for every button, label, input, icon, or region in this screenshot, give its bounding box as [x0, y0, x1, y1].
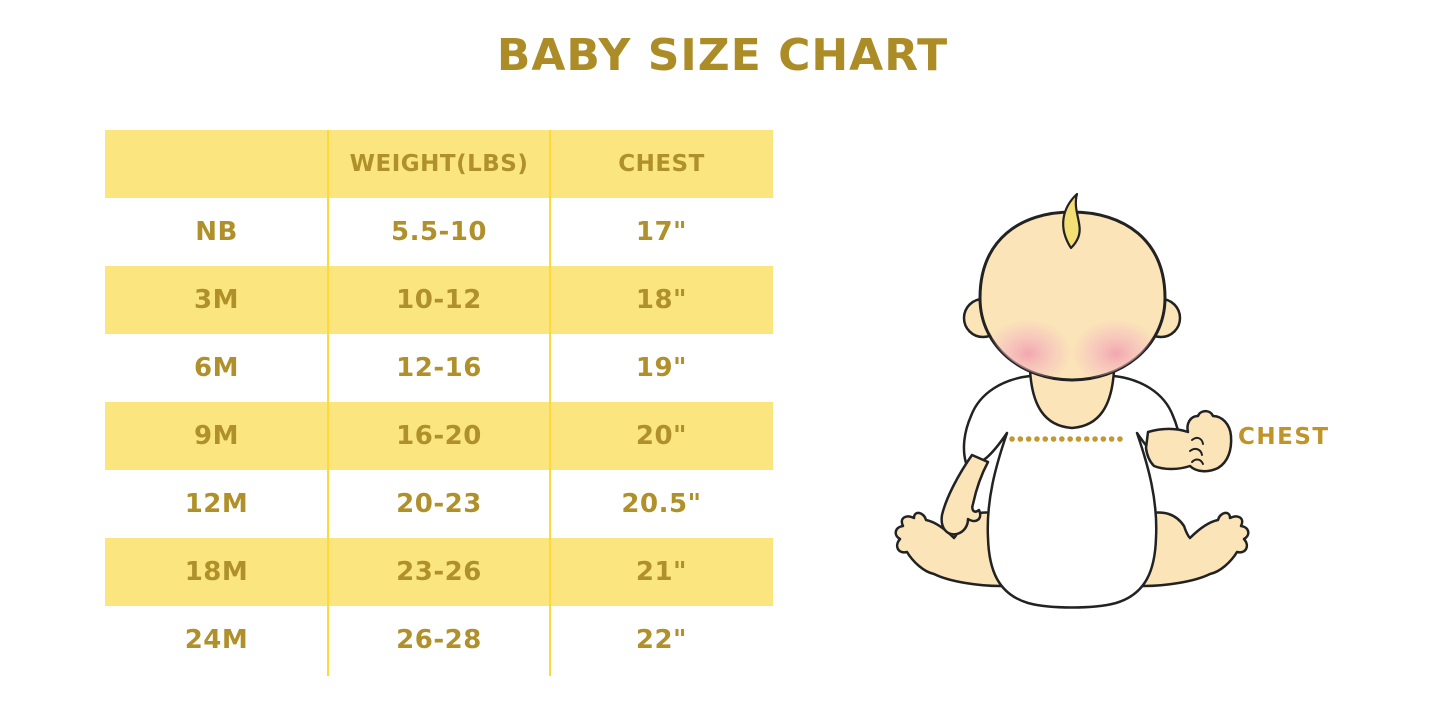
cell-size: 6M: [194, 353, 239, 383]
cell-chest: 20.5": [621, 489, 702, 519]
table-row-6m: 6M 12-16 19": [105, 334, 773, 402]
cell-chest: 17": [635, 217, 688, 247]
table-row-3m: 3M 10-12 18": [105, 266, 773, 334]
column-divider: [327, 130, 329, 676]
table-row-24m: 24M 26-28 22": [105, 606, 773, 674]
table-row-9m: 9M 16-20 20": [105, 402, 773, 470]
cell-weight: 12-16: [396, 353, 482, 383]
header-cell-weight: WEIGHT(LBS): [349, 151, 529, 177]
baby-left-arm: [940, 453, 990, 536]
chest-measurement-label: CHEST: [1238, 424, 1330, 450]
cell-size: 3M: [194, 285, 239, 315]
cell-size: NB: [195, 217, 238, 247]
table-row-nb: NB 5.5-10 17": [105, 198, 773, 266]
cell-chest: 18": [635, 285, 688, 315]
cell-chest: 21": [635, 557, 688, 587]
header-cell-chest: CHEST: [618, 151, 705, 177]
cell-weight: 20-23: [396, 489, 482, 519]
cell-weight: 10-12: [396, 285, 482, 315]
cell-size: 12M: [184, 489, 249, 519]
column-divider: [549, 130, 551, 676]
cell-size: 9M: [194, 421, 239, 451]
cell-size: 24M: [184, 625, 249, 655]
cell-weight: 5.5-10: [390, 217, 488, 247]
cell-chest: 19": [635, 353, 688, 383]
baby-right-arm-fist: [1144, 409, 1233, 473]
table-row-12m: 12M 20-23 20.5": [105, 470, 773, 538]
cell-size: 18M: [184, 557, 249, 587]
table-row-18m: 18M 23-26 21": [105, 538, 773, 606]
cell-weight: 26-28: [396, 625, 482, 655]
size-table: WEIGHT(LBS) CHEST NB 5.5-10 17" 3M 10-12…: [105, 130, 773, 676]
baby-sitting-icon: [894, 192, 1250, 609]
table-header-row: WEIGHT(LBS) CHEST: [105, 130, 773, 198]
page-title: BABY SIZE CHART: [496, 30, 949, 81]
cell-weight: 23-26: [396, 557, 482, 587]
header-cell-size: [105, 130, 328, 198]
cell-chest: 22": [635, 625, 688, 655]
baby-hair-curl: [1062, 192, 1081, 250]
cell-chest: 20": [635, 421, 688, 451]
cell-weight: 16-20: [396, 421, 482, 451]
